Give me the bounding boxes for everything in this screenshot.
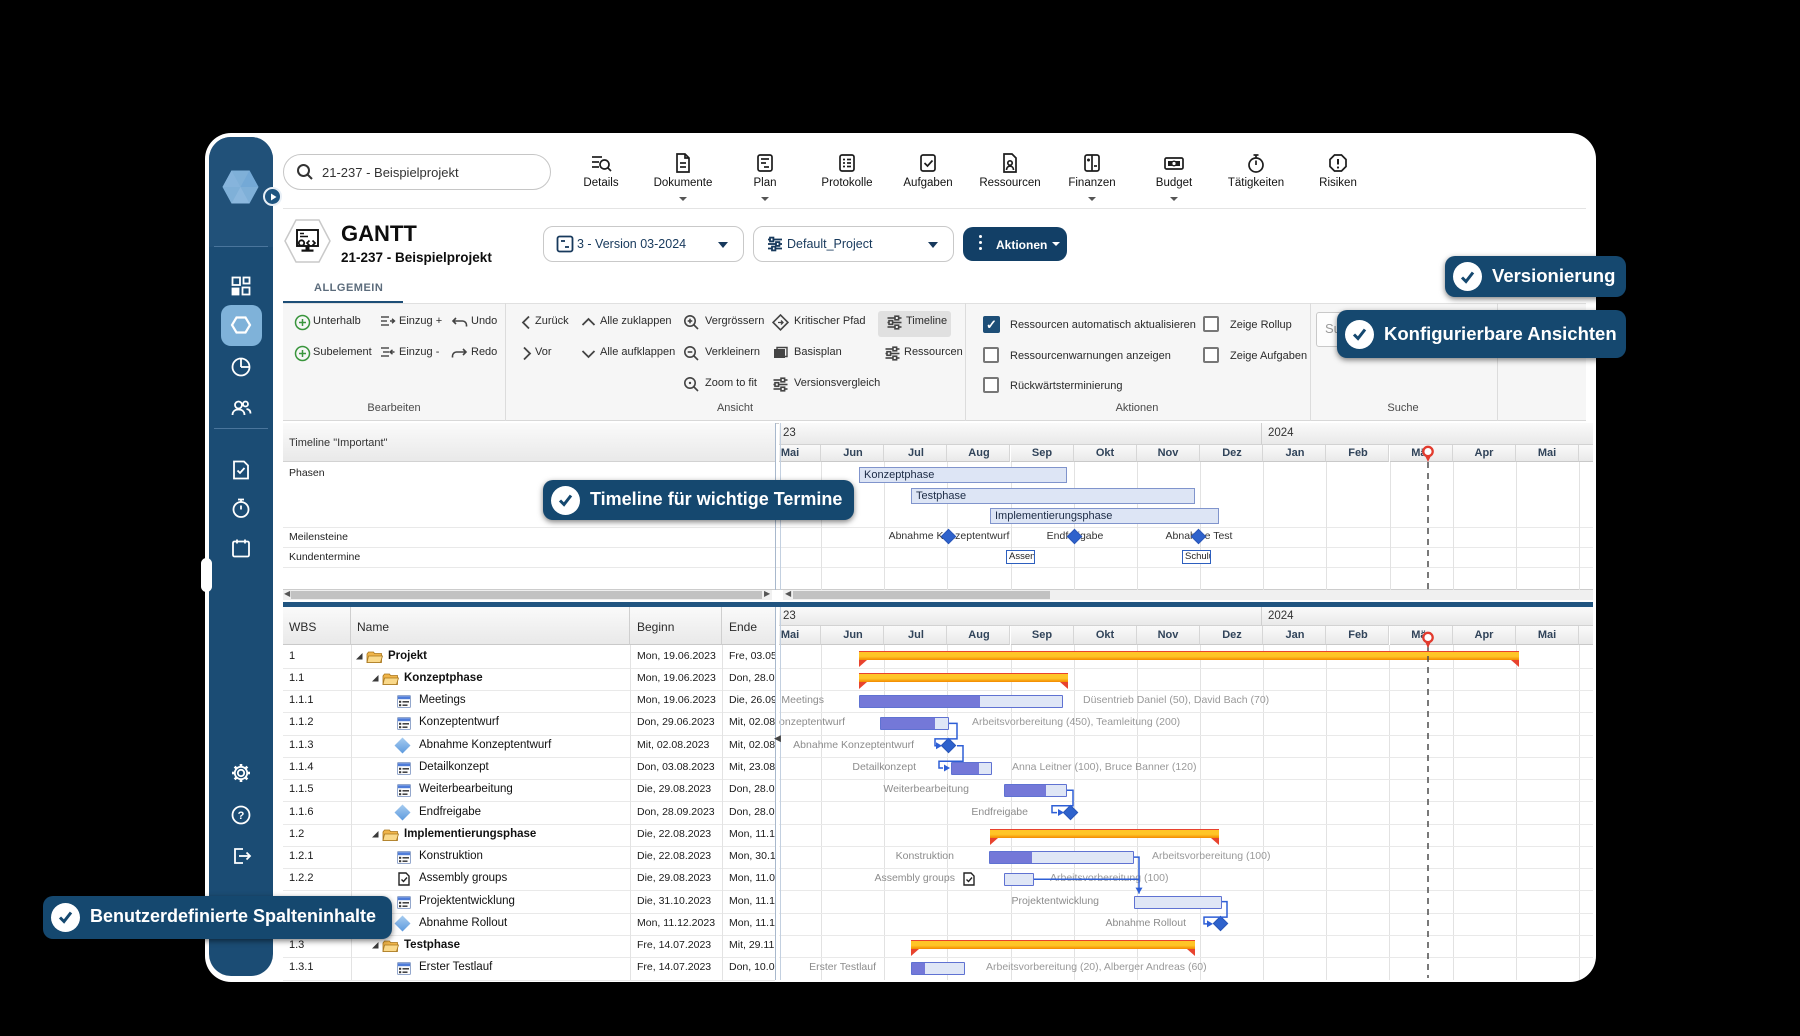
svg-text:?: ? [238, 810, 245, 822]
